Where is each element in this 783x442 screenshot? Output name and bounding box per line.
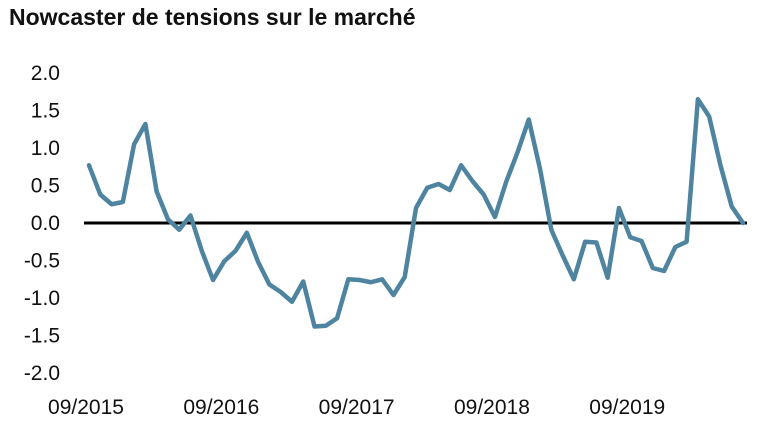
data-point — [651, 267, 654, 270]
data-point — [527, 118, 530, 121]
y-tick-label: -1.0 — [24, 287, 60, 310]
data-point — [685, 240, 688, 243]
x-tick-label: 09/2018 — [454, 396, 530, 419]
data-point — [460, 164, 463, 167]
data-point — [381, 278, 384, 281]
data-point — [200, 249, 203, 252]
y-tick-label: -1.5 — [24, 325, 60, 348]
data-point — [336, 317, 339, 320]
data-point — [234, 249, 237, 252]
data-point — [313, 325, 316, 328]
data-point — [403, 276, 406, 279]
data-point — [606, 276, 609, 279]
x-tick-label: 09/2017 — [319, 396, 395, 419]
data-point — [133, 143, 136, 146]
y-axis-ticks: 2.0 1.5 1.0 0.5 0.0 -0.5 -1.0 -1.5 -2.0 — [24, 62, 60, 385]
data-point — [268, 283, 271, 286]
y-tick-label: 1.5 — [31, 100, 60, 123]
data-point — [584, 240, 587, 243]
data-point — [110, 203, 113, 206]
x-tick-label: 09/2019 — [589, 396, 665, 419]
y-tick-label: -0.5 — [24, 250, 60, 273]
data-point — [482, 193, 485, 196]
data-point — [640, 240, 643, 243]
y-tick-label: 1.0 — [31, 137, 60, 160]
data-point — [324, 324, 327, 327]
data-point — [539, 168, 542, 171]
data-point — [708, 115, 711, 118]
data-point — [392, 294, 395, 297]
data-point — [505, 180, 508, 183]
data-point — [155, 190, 158, 193]
y-tick-label: -2.0 — [24, 362, 60, 385]
data-point — [629, 236, 632, 239]
data-point — [516, 151, 519, 154]
data-point — [223, 260, 226, 263]
data-point — [426, 186, 429, 189]
data-point — [189, 214, 192, 217]
data-point — [719, 164, 722, 167]
data-point — [742, 222, 745, 225]
data-point — [290, 300, 293, 303]
data-point — [245, 231, 248, 234]
data-point — [561, 254, 564, 257]
series-line — [86, 97, 746, 329]
data-point — [302, 280, 305, 283]
data-point — [257, 261, 260, 264]
data-point — [99, 193, 102, 196]
data-point — [663, 270, 666, 273]
data-point — [369, 281, 372, 284]
data-point — [121, 201, 124, 204]
data-point — [730, 205, 733, 208]
y-tick-label: 0.0 — [31, 212, 60, 235]
y-tick-label: 0.5 — [31, 175, 60, 198]
data-point — [674, 246, 677, 249]
data-point — [279, 291, 282, 294]
data-point — [617, 207, 620, 210]
data-point — [415, 207, 418, 210]
x-tick-label: 09/2016 — [183, 396, 259, 419]
data-point — [358, 279, 361, 282]
data-point — [572, 278, 575, 281]
data-point — [448, 189, 451, 192]
data-point — [88, 164, 91, 167]
data-point — [347, 278, 350, 281]
x-tick-label: 09/2015 — [48, 396, 124, 419]
data-point — [212, 279, 215, 282]
data-point — [493, 216, 496, 219]
y-tick-label: 2.0 — [31, 62, 60, 85]
x-axis-ticks: 09/2015 09/2016 09/2017 09/2018 09/2019 — [48, 396, 665, 419]
data-point — [471, 180, 474, 183]
data-point — [550, 228, 553, 231]
data-point — [595, 241, 598, 244]
data-point — [696, 98, 699, 101]
data-point — [144, 123, 147, 126]
data-point — [166, 218, 169, 221]
chart-title: Nowcaster de tensions sur le marché — [9, 4, 416, 30]
data-point — [437, 183, 440, 186]
data-point — [178, 228, 181, 231]
